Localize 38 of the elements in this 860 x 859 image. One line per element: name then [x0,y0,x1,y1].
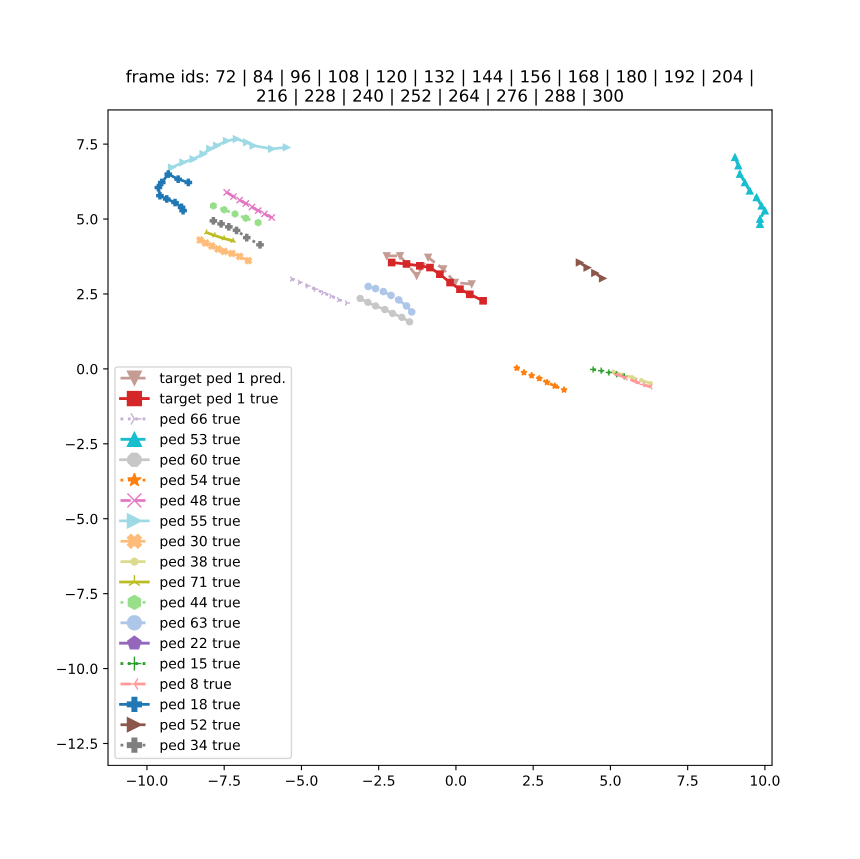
legend-label: ped 55 true [160,515,240,529]
x-tick-label: 2.5 [523,775,544,786]
legend-label: target ped 1 true [160,392,278,406]
y-tick-label: −2.5 [66,438,98,450]
x-tick-label: −5.0 [286,775,318,786]
x-tick-label: −7.5 [208,776,240,786]
y-tick-label: −7.5 [66,588,98,600]
legend-label: ped 71 true [160,576,240,590]
legend-label: ped 22 true [160,637,240,651]
y-tick-label: −12.5 [57,738,98,749]
legend-label: ped 15 true [160,658,240,672]
y-tick-label: −5.0 [66,514,98,524]
legend-label: ped 30 true [160,536,240,550]
legend-label: ped 66 true [160,413,240,427]
legend-label: ped 63 true [160,617,240,631]
x-tick-label: 0.0 [446,775,466,786]
x-tick-label: −10.0 [127,775,168,786]
legend-label: ped 53 true [160,434,240,448]
chart-title: frame ids: 72 | 84 | 96 | 108 | 120 | 132 | 144 | 156 | 168 | 180 | 192 | 204 | 216 | 228 | 240 | 252 | 264 | 276 | 288 | 300 [126,70,752,106]
legend-label: ped 44 true [160,596,240,610]
legend-label: ped 38 true [160,556,240,570]
x-tick-label: −2.5 [363,775,394,786]
legend-label: ped 34 true [160,739,240,753]
legend-label: ped 52 true [160,719,240,732]
y-tick-label: 0.0 [77,364,98,374]
legend-label: ped 60 true [160,454,240,468]
y-tick-label: −10.0 [57,664,98,674]
y-tick-label: 7.5 [77,139,98,150]
x-tick-label: 7.5 [678,776,698,786]
legend-label: ped 18 true [160,698,240,712]
legend-label: ped 48 true [160,494,240,508]
x-tick-label: 5.0 [600,775,621,786]
legend-label: ped 8 true [160,678,232,692]
legend-label: target ped 1 pred. [160,372,284,386]
x-tick-label: 10.0 [750,775,780,786]
legend-label: ped 54 true [160,474,240,488]
y-tick-label: 5.0 [77,214,98,225]
y-tick-label: 2.5 [77,288,98,300]
